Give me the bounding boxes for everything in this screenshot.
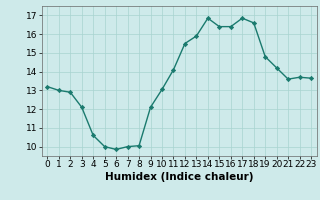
X-axis label: Humidex (Indice chaleur): Humidex (Indice chaleur) [105, 172, 253, 182]
